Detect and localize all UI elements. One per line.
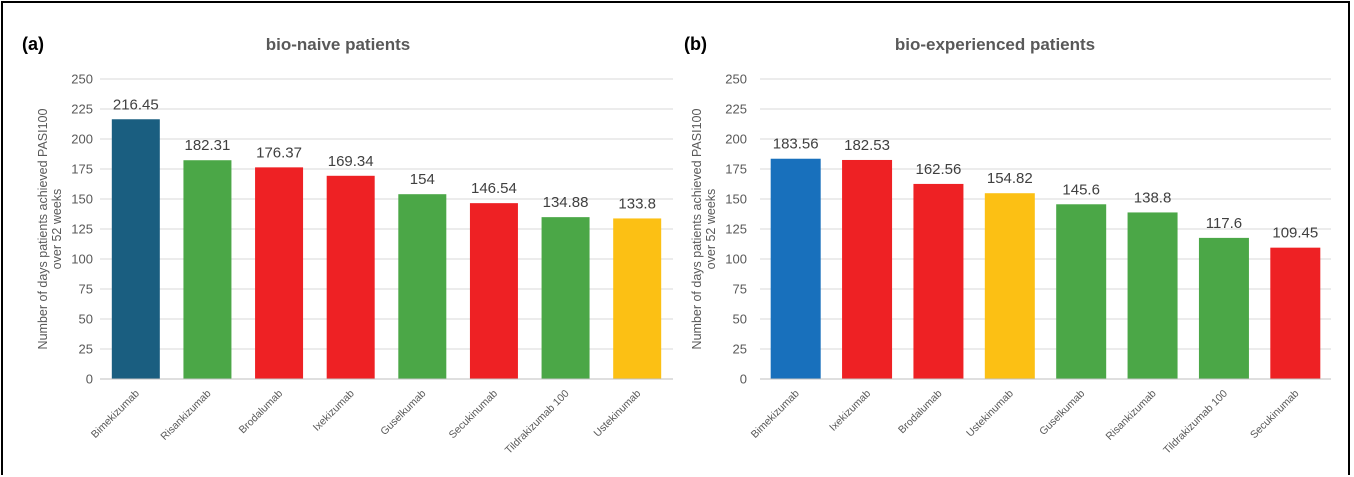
- panel-a-x-tick-label: Secukinumab: [447, 388, 501, 442]
- panel-a-label: (a): [22, 34, 44, 54]
- panel-a-y-tick-label: 150: [71, 192, 93, 207]
- panel-a-data-label: 134.88: [543, 194, 589, 211]
- panel-b-title: bio-experienced patients: [895, 35, 1095, 54]
- panel-a-data-label: 216.45: [113, 96, 159, 113]
- panel-b-label: (b): [684, 34, 707, 54]
- panel-b-y-tick-label: 25: [733, 342, 747, 357]
- panel-b-y-tick-label: 75: [733, 282, 747, 297]
- panel-b-y-tick-label: 225: [725, 102, 747, 117]
- panel-b-bar-tildrakizumab-100: [1198, 237, 1249, 379]
- panel-a-x-tick-label: Guselkumab: [378, 388, 428, 438]
- panel-a-y-axis-label: over 52 weeks: [50, 189, 64, 270]
- panel-a-y-tick-label: 50: [79, 312, 93, 327]
- panel-b-bar-ustekinumab: [984, 193, 1035, 379]
- panel-a-bar-ustekinumab: [613, 218, 662, 379]
- panel-a-y-tick-label: 125: [71, 222, 93, 237]
- panel-b-x-tick-label: Bimekizumab: [749, 388, 802, 441]
- panel-a-bar-tildrakizumab-100: [541, 217, 590, 379]
- panel-b-bar-bimekizumab: [770, 158, 821, 379]
- panel-b-x-tick-label: Guselkumab: [1037, 388, 1087, 438]
- panel-a-bar-secukinumab: [469, 203, 518, 379]
- panel-a-x-tick-label: Bimekizumab: [89, 388, 142, 441]
- panel-b-data-label: 138.8: [1134, 189, 1172, 206]
- panel-a-y-tick-label: 75: [79, 282, 93, 297]
- panel-a-data-label: 182.31: [184, 137, 230, 154]
- panel-a-data-label: 176.37: [256, 144, 302, 161]
- panel-b-data-label: 145.6: [1062, 181, 1100, 198]
- panel-b-y-tick-label: 50: [733, 312, 747, 327]
- panel-b-y-tick-label: 200: [725, 132, 747, 147]
- panel-a-title: bio-naive patients: [266, 35, 411, 54]
- panel-a-data-label: 169.34: [328, 153, 374, 170]
- panel-b-x-tick-label: Risankizumab: [1104, 388, 1159, 443]
- panel-b-y-axis-label: over 52 weeks: [704, 189, 718, 270]
- panel-b-bar-secukinumab: [1270, 247, 1321, 379]
- panel-a-bar-brodalumab: [255, 167, 304, 379]
- panel-a-data-label: 154: [410, 171, 435, 188]
- panel-b-y-tick-label: 0: [740, 372, 747, 387]
- panel-b-data-label: 117.6: [1206, 215, 1242, 232]
- panel-a-x-tick-label: Tildrakizumab 100: [503, 388, 572, 457]
- panel-a-x-tick-label: Ustekinumab: [591, 388, 643, 440]
- panel-b-data-label: 154.82: [987, 170, 1033, 187]
- panel-b-x-tick-label: Ixekizumab: [827, 388, 873, 434]
- panel-b-data-label: 109.45: [1272, 225, 1318, 242]
- panel-b-x-tick-label: Secukinumab: [1248, 388, 1302, 442]
- panel-a-x-tick-label: Risankizumab: [158, 388, 213, 443]
- panel-a-y-tick-label: 200: [71, 132, 93, 147]
- panel-a-y-axis-label: Number of days patients achieved PASI100: [36, 109, 50, 350]
- panel-b-y-tick-label: 150: [725, 192, 747, 207]
- panel-a-y-tick-label: 225: [71, 102, 93, 117]
- panel-a-bar-bimekizumab: [111, 119, 160, 379]
- panel-b-data-label: 182.53: [844, 137, 890, 154]
- panel-a-bar-risankizumab: [183, 160, 232, 379]
- panel-b-x-tick-label: Tildrakizumab 100: [1161, 388, 1230, 457]
- panel-a-x-tick-label: Brodalumab: [237, 388, 286, 437]
- panel-a-y-tick-label: 25: [79, 342, 93, 357]
- panel-b-bar-brodalumab: [913, 183, 964, 379]
- panel-a-data-label: 133.8: [618, 195, 656, 212]
- panel-b-y-tick-label: 250: [725, 72, 747, 87]
- panel-a-bar-ixekizumab: [326, 175, 375, 379]
- panel-a-y-tick-label: 250: [71, 72, 93, 87]
- panel-b-y-tick-label: 100: [725, 252, 747, 267]
- panel-b-x-tick-label: Ustekinumab: [964, 388, 1016, 440]
- panel-b-x-tick-label: Brodalumab: [896, 388, 945, 437]
- panel-b-y-tick-label: 125: [725, 222, 747, 237]
- panel-a-bar-guselkumab: [398, 194, 447, 379]
- panel-a-y-tick-label: 0: [86, 372, 93, 387]
- panel-a-y-tick-label: 100: [71, 252, 93, 267]
- panel-a-y-tick-label: 175: [71, 162, 93, 177]
- panel-b-y-tick-label: 175: [725, 162, 747, 177]
- panel-b-bar-risankizumab: [1127, 212, 1178, 379]
- panel-b-bar-ixekizumab: [842, 159, 893, 379]
- panel-b-y-axis-label: Number of days patients achieved PASI100: [690, 109, 704, 350]
- panel-b-bar-guselkumab: [1056, 204, 1107, 379]
- panel-b-data-label: 183.56: [773, 136, 819, 153]
- panel-a-data-label: 146.54: [471, 180, 517, 197]
- panel-b-data-label: 162.56: [915, 161, 961, 178]
- panel-a-x-tick-label: Ixekizumab: [311, 388, 357, 434]
